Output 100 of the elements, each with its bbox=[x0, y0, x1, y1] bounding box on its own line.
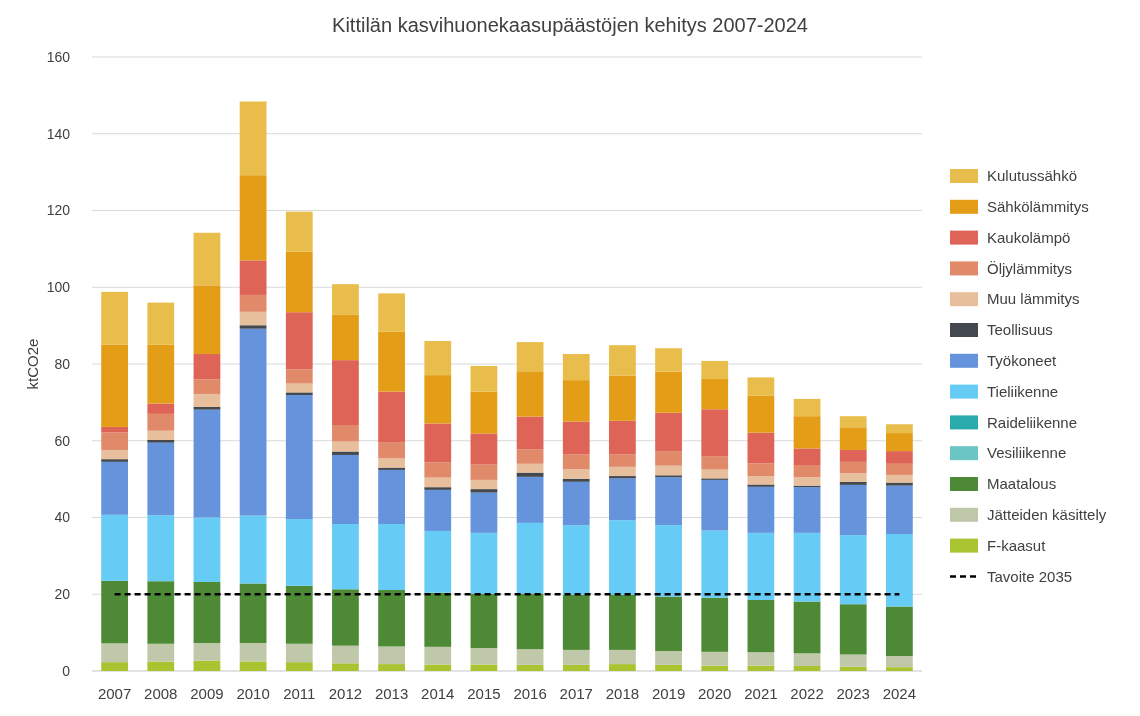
bar bbox=[101, 514, 129, 581]
bar bbox=[701, 651, 729, 666]
bar bbox=[609, 466, 636, 477]
bar bbox=[793, 398, 821, 417]
x-tick-label: 2023 bbox=[836, 685, 870, 702]
bar bbox=[101, 643, 129, 663]
bar bbox=[747, 665, 775, 671]
bar bbox=[655, 348, 682, 372]
bar bbox=[885, 606, 913, 657]
bar bbox=[609, 649, 636, 665]
bar bbox=[147, 344, 175, 404]
bar bbox=[470, 532, 498, 594]
bar bbox=[885, 474, 913, 483]
bar bbox=[470, 492, 498, 533]
bar bbox=[516, 342, 544, 372]
bar bbox=[747, 532, 775, 601]
x-tick-label: 2009 bbox=[190, 685, 224, 702]
bar bbox=[332, 441, 359, 452]
y-tick-label: 20 bbox=[54, 586, 71, 603]
bar bbox=[147, 302, 175, 345]
bar bbox=[793, 416, 821, 449]
legend-label: Maatalous bbox=[987, 475, 1057, 493]
bar bbox=[101, 459, 129, 462]
bar bbox=[193, 581, 221, 643]
bar bbox=[378, 391, 405, 443]
bar bbox=[609, 664, 636, 671]
bar bbox=[470, 391, 498, 434]
bar bbox=[885, 667, 913, 671]
bar bbox=[701, 456, 729, 470]
bar bbox=[885, 451, 913, 464]
bar bbox=[239, 175, 267, 261]
bar bbox=[378, 524, 405, 591]
bar bbox=[516, 416, 544, 450]
bar bbox=[239, 325, 267, 329]
bar bbox=[793, 465, 821, 478]
bar bbox=[285, 395, 313, 520]
bar bbox=[285, 312, 313, 370]
bar bbox=[101, 432, 129, 450]
legend-label: Työkoneet bbox=[987, 352, 1058, 370]
y-tick-label: 100 bbox=[46, 279, 71, 296]
bar bbox=[747, 377, 775, 396]
bar bbox=[516, 522, 544, 594]
bar bbox=[655, 664, 682, 671]
x-tick-label: 2016 bbox=[513, 685, 547, 702]
bar bbox=[793, 487, 821, 533]
legend-label: Sähkölämmitys bbox=[987, 198, 1089, 216]
bar bbox=[470, 664, 498, 671]
bar bbox=[747, 463, 775, 477]
bar bbox=[839, 473, 867, 482]
bar bbox=[655, 477, 682, 526]
y-tick-label: 40 bbox=[54, 509, 71, 526]
bar bbox=[101, 291, 129, 345]
bar bbox=[885, 485, 913, 534]
bar bbox=[655, 596, 682, 652]
bar bbox=[609, 520, 636, 596]
bar bbox=[193, 393, 221, 407]
bar bbox=[378, 331, 405, 392]
bar bbox=[424, 477, 452, 488]
bar bbox=[193, 379, 221, 394]
bar bbox=[424, 646, 452, 665]
bar bbox=[609, 478, 636, 521]
legend-label: F-kaasut bbox=[987, 536, 1047, 554]
bar bbox=[516, 449, 544, 464]
bar bbox=[470, 433, 498, 465]
bar bbox=[424, 664, 452, 671]
legend-label: Jätteiden käsittely bbox=[987, 506, 1107, 524]
bar bbox=[424, 592, 452, 647]
x-tick-label: 2014 bbox=[421, 685, 455, 702]
bar bbox=[516, 593, 544, 650]
bar bbox=[562, 478, 590, 482]
bar bbox=[516, 664, 544, 671]
bar bbox=[516, 463, 544, 473]
bar bbox=[193, 232, 221, 286]
bar bbox=[285, 392, 313, 396]
bar bbox=[885, 424, 913, 434]
y-tick-label: 0 bbox=[62, 662, 71, 679]
bar bbox=[378, 646, 405, 665]
bar bbox=[332, 663, 359, 671]
bar bbox=[839, 604, 867, 655]
bar bbox=[885, 433, 913, 452]
bar bbox=[655, 525, 682, 597]
x-tick-label: 2015 bbox=[467, 685, 501, 702]
bar bbox=[378, 293, 405, 332]
bar bbox=[793, 532, 821, 602]
legend-label: Tavoite 2035 bbox=[987, 567, 1073, 585]
bar bbox=[562, 380, 590, 422]
bar bbox=[285, 251, 313, 313]
bar bbox=[470, 464, 498, 480]
bar bbox=[147, 439, 175, 443]
bar bbox=[562, 525, 590, 596]
bar bbox=[424, 375, 452, 424]
bar bbox=[424, 487, 452, 490]
bar bbox=[609, 345, 636, 376]
bar bbox=[747, 432, 775, 464]
bar bbox=[101, 461, 129, 515]
bar bbox=[885, 482, 913, 486]
bar bbox=[285, 585, 313, 644]
legend-label: Teollisuus bbox=[987, 321, 1053, 339]
bar bbox=[839, 484, 867, 536]
bar bbox=[562, 481, 590, 526]
